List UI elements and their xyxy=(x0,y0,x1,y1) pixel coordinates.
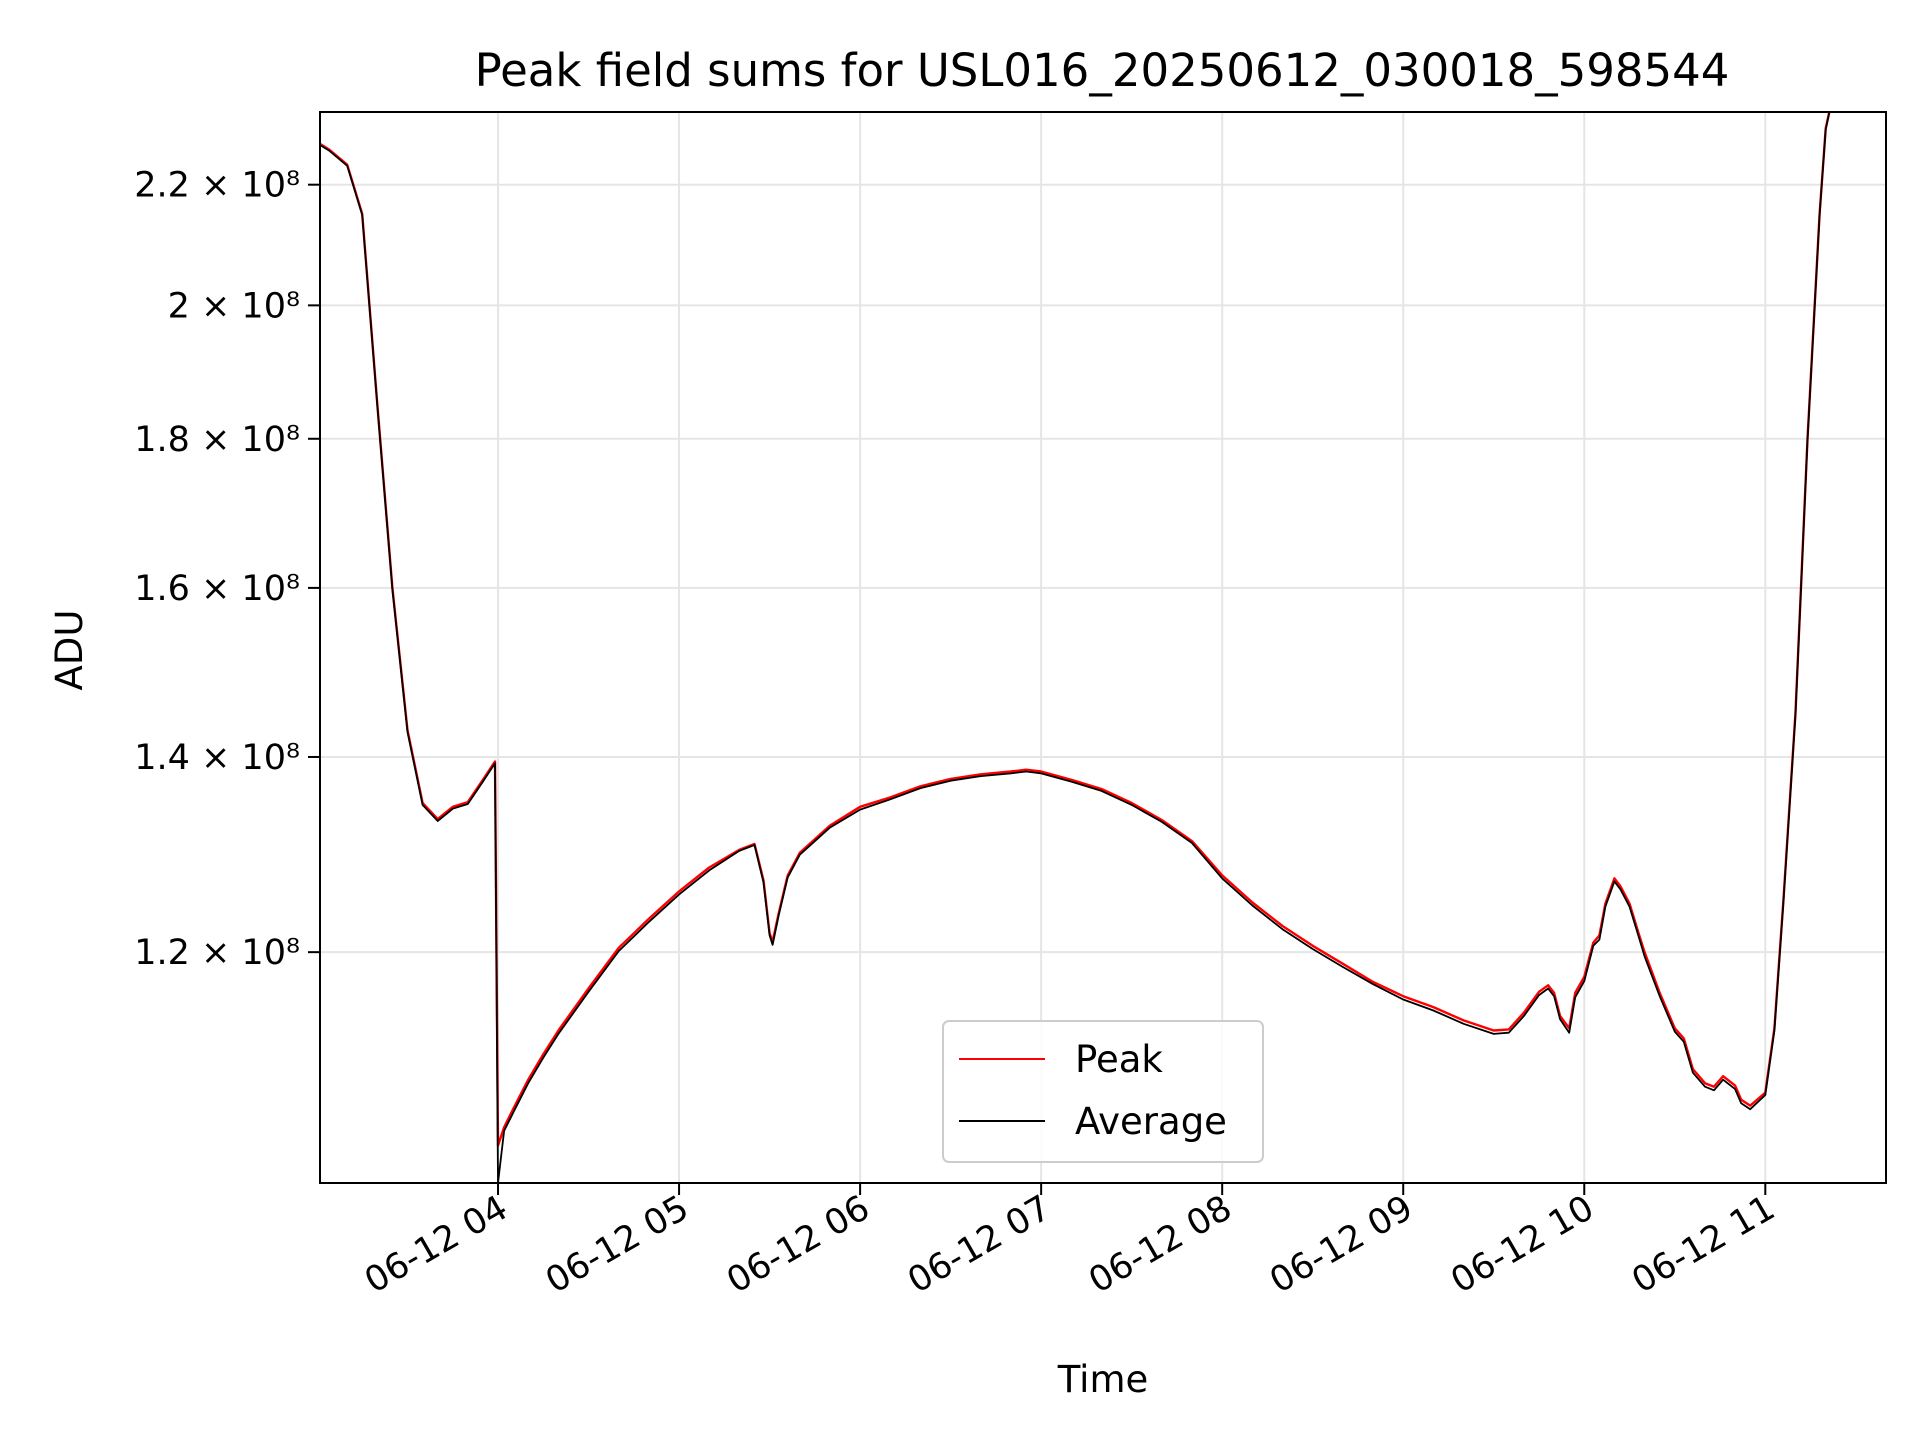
series-line-average xyxy=(320,112,1831,1183)
y-tick-label: 1.8 × 10⁸ xyxy=(134,420,300,460)
y-tick-label: 1.2 × 10⁸ xyxy=(134,933,300,973)
x-axis-title: Time xyxy=(1057,1358,1149,1401)
legend: Peak Average xyxy=(942,1020,1264,1163)
series-line-peak xyxy=(320,112,1831,1147)
plot-frame xyxy=(319,111,1887,1184)
y-tick-label: 1.4 × 10⁸ xyxy=(134,738,300,778)
y-tick-label: 1.6 × 10⁸ xyxy=(134,569,300,609)
y-axis-title: ADU xyxy=(48,610,91,691)
plot-area xyxy=(320,112,1831,1183)
legend-box xyxy=(942,1020,1264,1163)
legend-label-peak: Peak xyxy=(1075,1038,1163,1081)
series-group xyxy=(320,112,1831,1183)
legend-label-average: Average xyxy=(1075,1100,1227,1143)
y-tick-label: 2 × 10⁸ xyxy=(168,286,300,326)
y-axis: 1.2 × 10⁸ 1.4 × 10⁸ 1.6 × 10⁸ 1.8 × 10⁸ 2 × … xyxy=(134,166,320,973)
y-tick-label: 2.2 × 10⁸ xyxy=(134,166,300,206)
gridlines xyxy=(320,112,1886,1183)
chart-title: Peak field sums for USL016_20250612_0300… xyxy=(475,44,1730,97)
